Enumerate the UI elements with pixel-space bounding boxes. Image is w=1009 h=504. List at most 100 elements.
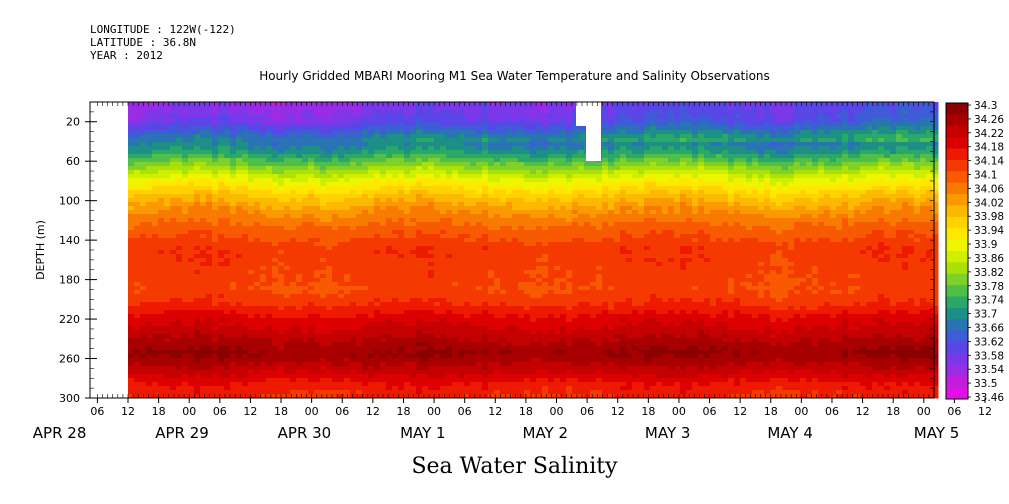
heatmap-cell bbox=[398, 322, 405, 327]
heatmap-cell bbox=[518, 258, 525, 263]
heatmap-cell bbox=[164, 266, 171, 271]
heatmap-cell bbox=[500, 294, 507, 299]
heatmap-cell bbox=[194, 310, 201, 315]
heatmap-cell bbox=[134, 106, 141, 111]
heatmap-cell bbox=[524, 286, 531, 291]
heatmap-cell bbox=[398, 262, 405, 267]
heatmap-cell bbox=[218, 318, 225, 323]
heatmap-cell bbox=[290, 246, 297, 251]
heatmap-cell bbox=[206, 154, 213, 159]
heatmap-cell bbox=[332, 346, 339, 351]
heatmap-cell bbox=[416, 386, 423, 391]
heatmap-cell bbox=[404, 238, 411, 243]
heatmap-cell bbox=[272, 382, 279, 387]
heatmap-cell bbox=[188, 310, 195, 315]
heatmap-cell bbox=[236, 346, 243, 351]
heatmap-cell bbox=[518, 282, 525, 287]
heatmap-cell bbox=[518, 226, 525, 231]
heatmap-cell bbox=[350, 246, 357, 251]
heatmap-cell bbox=[488, 354, 495, 359]
heatmap-cell bbox=[386, 390, 393, 395]
heatmap-cell bbox=[482, 130, 489, 135]
heatmap-cell bbox=[374, 278, 381, 283]
heatmap-cell bbox=[338, 310, 345, 315]
heatmap-cell bbox=[368, 166, 375, 171]
heatmap-cell bbox=[278, 362, 285, 367]
heatmap-cell bbox=[362, 158, 369, 163]
heatmap-cell bbox=[350, 186, 357, 191]
heatmap-cell bbox=[206, 338, 213, 343]
heatmap-cell bbox=[392, 338, 399, 343]
heatmap-cell bbox=[128, 214, 135, 219]
heatmap-cell bbox=[296, 102, 303, 107]
heatmap-cell bbox=[128, 342, 135, 347]
heatmap-cell bbox=[296, 202, 303, 207]
heatmap-cell bbox=[176, 222, 183, 227]
heatmap-cell bbox=[218, 262, 225, 267]
heatmap-cell bbox=[494, 366, 501, 371]
heatmap-cell bbox=[488, 330, 495, 335]
heatmap-cell bbox=[236, 294, 243, 299]
heatmap-cell bbox=[320, 322, 327, 327]
heatmap-cell bbox=[218, 390, 225, 395]
heatmap-cell bbox=[146, 250, 153, 255]
heatmap-cell bbox=[212, 226, 219, 231]
heatmap-cell bbox=[164, 310, 171, 315]
heatmap-cell bbox=[338, 214, 345, 219]
heatmap-cell bbox=[254, 170, 261, 175]
heatmap-cell bbox=[284, 202, 291, 207]
heatmap-cell bbox=[530, 190, 537, 195]
heatmap-cell bbox=[206, 198, 213, 203]
heatmap-cell bbox=[278, 150, 285, 155]
heatmap-cell bbox=[188, 346, 195, 351]
heatmap-cell bbox=[128, 338, 135, 343]
heatmap-cell bbox=[230, 162, 237, 167]
heatmap-cell bbox=[296, 118, 303, 123]
heatmap-cell bbox=[218, 306, 225, 311]
heatmap-cell bbox=[134, 162, 141, 167]
heatmap-cell bbox=[374, 158, 381, 163]
heatmap-cell bbox=[158, 134, 165, 139]
heatmap-cell bbox=[476, 350, 483, 355]
heatmap-cell bbox=[518, 346, 525, 351]
heatmap-cell bbox=[500, 394, 507, 399]
heatmap-cell bbox=[458, 130, 465, 135]
heatmap-cell bbox=[500, 178, 507, 183]
heatmap-cell bbox=[524, 178, 531, 183]
heatmap-cell bbox=[134, 254, 141, 259]
heatmap-cell bbox=[314, 146, 321, 151]
heatmap-cell bbox=[206, 306, 213, 311]
heatmap-cell bbox=[470, 170, 477, 175]
heatmap-cell bbox=[338, 194, 345, 199]
heatmap-cell bbox=[512, 186, 519, 191]
heatmap-cell bbox=[302, 118, 309, 123]
heatmap-cell bbox=[332, 314, 339, 319]
heatmap-cell bbox=[128, 258, 135, 263]
heatmap-cell bbox=[302, 258, 309, 263]
heatmap-cell bbox=[368, 122, 375, 127]
heatmap-cell bbox=[188, 370, 195, 375]
heatmap-cell bbox=[338, 186, 345, 191]
heatmap-cell bbox=[422, 214, 429, 219]
heatmap-cell bbox=[146, 114, 153, 119]
heatmap-cell bbox=[362, 202, 369, 207]
heatmap-cell bbox=[254, 366, 261, 371]
heatmap-cell bbox=[434, 114, 441, 119]
heatmap-cell bbox=[254, 254, 261, 259]
heatmap-cell bbox=[284, 182, 291, 187]
heatmap-cell bbox=[176, 122, 183, 127]
heatmap-cell bbox=[248, 178, 255, 183]
heatmap-cell bbox=[398, 270, 405, 275]
heatmap-cell bbox=[422, 302, 429, 307]
heatmap-cell bbox=[230, 214, 237, 219]
heatmap-cell bbox=[470, 118, 477, 123]
heatmap-cell bbox=[308, 286, 315, 291]
heatmap-cell bbox=[410, 382, 417, 387]
heatmap-cell bbox=[224, 110, 231, 115]
heatmap-cell bbox=[398, 302, 405, 307]
heatmap-cell bbox=[326, 150, 333, 155]
heatmap-cell bbox=[326, 194, 333, 199]
heatmap-cell bbox=[422, 194, 429, 199]
heatmap-cell bbox=[482, 366, 489, 371]
heatmap-cell bbox=[302, 318, 309, 323]
